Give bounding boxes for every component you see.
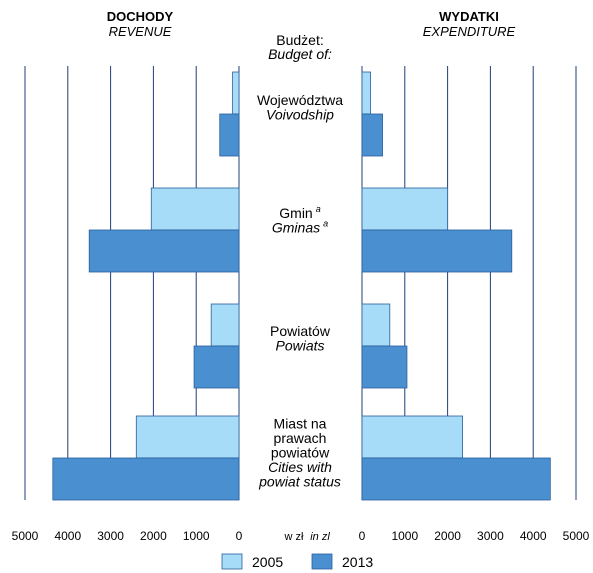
bar-expenditure-2013-0 xyxy=(361,113,383,157)
tick-left-0: 0 xyxy=(236,529,243,543)
revenue-panel-subtitle: REVENUE xyxy=(109,24,172,39)
tick-left-5000: 5000 xyxy=(12,529,39,543)
tick-right-4000: 4000 xyxy=(520,529,547,543)
expenditure-panel-subtitle: EXPENDITURE xyxy=(423,24,516,39)
legend-label-2005: 2005 xyxy=(252,554,283,570)
bar-expenditure-2005-3 xyxy=(361,415,463,459)
bar-revenue-2005-0 xyxy=(232,71,240,115)
category-label-3-pl2: powiatów xyxy=(271,444,330,460)
tick-right-1000: 1000 xyxy=(391,529,418,543)
bar-revenue-2013-2 xyxy=(193,345,240,389)
unit-label-en: in zl xyxy=(310,531,330,543)
tick-left-3000: 3000 xyxy=(97,529,124,543)
category-label-2-en0: Powiats xyxy=(275,338,324,354)
legend-swatch-2013 xyxy=(311,553,333,570)
bar-revenue-2013-0 xyxy=(219,113,240,157)
bars-group xyxy=(52,71,551,501)
legend-label-2013: 2013 xyxy=(342,554,373,570)
revenue-panel-title: DOCHODY xyxy=(107,9,174,24)
tick-right-0: 0 xyxy=(359,529,366,543)
footnote-marker: a xyxy=(323,219,328,229)
bar-revenue-2013-1 xyxy=(88,229,240,273)
budget-of-label: Budżet: xyxy=(276,32,323,48)
category-label-3-en1: powiat status xyxy=(258,473,341,489)
bar-expenditure-2005-0 xyxy=(361,71,371,115)
bar-expenditure-2005-2 xyxy=(361,303,391,347)
tick-right-3000: 3000 xyxy=(477,529,504,543)
tick-right-2000: 2000 xyxy=(434,529,461,543)
legend: 2005 2013 xyxy=(221,553,373,570)
tick-left-1000: 1000 xyxy=(183,529,210,543)
x-axis-tick-labels: 5000 4000 3000 2000 1000 0 0 1000 2000 3000 4000 50… xyxy=(12,529,590,543)
category-label-1-en0: Gminas a xyxy=(272,219,328,236)
bar-expenditure-2013-2 xyxy=(361,345,408,389)
category-label-1-pl0: Gmin a xyxy=(279,204,320,221)
category-label-0-en0: Voivodship xyxy=(266,107,334,123)
category-label-3-pl0: Miast na xyxy=(274,415,327,431)
bar-revenue-2013-3 xyxy=(52,457,240,501)
bar-expenditure-2005-1 xyxy=(361,187,448,231)
tick-right-5000: 5000 xyxy=(563,529,590,543)
legend-swatch-2005 xyxy=(221,553,243,570)
tick-left-2000: 2000 xyxy=(140,529,167,543)
tick-left-4000: 4000 xyxy=(54,529,81,543)
bar-revenue-2005-1 xyxy=(150,187,240,231)
footnote-marker: a xyxy=(316,204,321,214)
budget-of-label-en: Budget of: xyxy=(268,46,332,62)
bar-revenue-2005-2 xyxy=(210,303,240,347)
category-label-0-pl0: Województwa xyxy=(257,92,343,108)
bar-revenue-2005-3 xyxy=(135,415,240,459)
expenditure-panel-title: WYDATKI xyxy=(439,9,499,24)
bar-expenditure-2013-1 xyxy=(361,229,513,273)
bar-expenditure-2013-3 xyxy=(361,457,551,501)
category-label-3-en0: Cities with xyxy=(268,459,332,475)
category-label-2-pl0: Powiatów xyxy=(270,323,331,339)
unit-label-pl: w zł xyxy=(284,531,305,543)
category-label-3-pl1: prawach xyxy=(274,430,327,446)
